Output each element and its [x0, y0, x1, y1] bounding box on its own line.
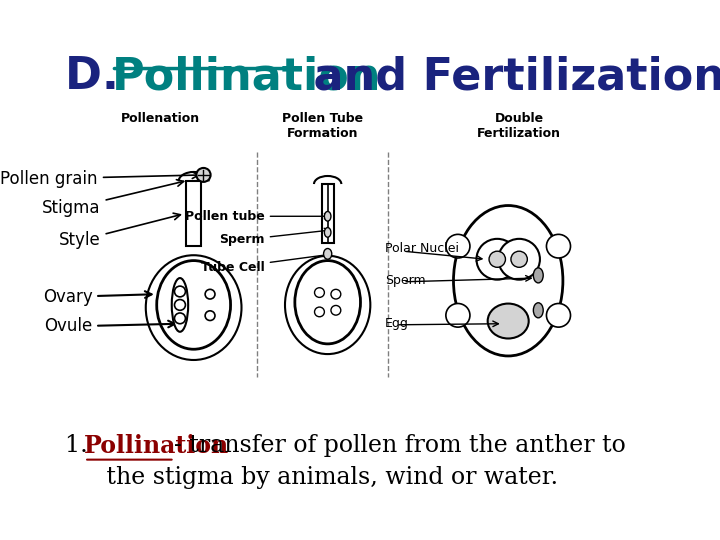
Text: 1.: 1.: [65, 434, 103, 457]
Text: Style: Style: [59, 213, 181, 249]
Text: the stigma by animals, wind or water.: the stigma by animals, wind or water.: [84, 466, 558, 489]
Text: and Fertilization: and Fertilization: [297, 55, 720, 98]
Circle shape: [174, 300, 186, 310]
Circle shape: [546, 234, 570, 258]
Circle shape: [331, 306, 341, 315]
Ellipse shape: [323, 248, 332, 259]
Ellipse shape: [534, 268, 543, 283]
Text: Double
Fertilization: Double Fertilization: [477, 112, 561, 139]
FancyBboxPatch shape: [186, 181, 202, 246]
Circle shape: [315, 307, 325, 317]
Ellipse shape: [145, 255, 241, 360]
Circle shape: [205, 311, 215, 321]
Text: Pollenation: Pollenation: [121, 112, 200, 125]
Circle shape: [174, 313, 186, 323]
Circle shape: [489, 251, 505, 267]
Text: D.: D.: [65, 55, 150, 98]
Text: Pollen tube: Pollen tube: [185, 210, 329, 223]
Ellipse shape: [295, 261, 361, 344]
Text: Egg: Egg: [385, 317, 409, 330]
Ellipse shape: [172, 278, 188, 332]
Circle shape: [446, 303, 470, 327]
Text: Stigma: Stigma: [42, 180, 184, 217]
Circle shape: [331, 289, 341, 299]
Circle shape: [446, 234, 470, 258]
Circle shape: [498, 239, 540, 280]
Text: Sperm: Sperm: [220, 228, 329, 246]
Text: Polar Nuclei: Polar Nuclei: [385, 242, 459, 255]
Circle shape: [174, 286, 186, 297]
Ellipse shape: [454, 206, 563, 356]
Text: Pollen grain: Pollen grain: [1, 170, 199, 188]
Ellipse shape: [325, 212, 331, 221]
Text: Pollination: Pollination: [112, 55, 381, 98]
Ellipse shape: [285, 256, 370, 354]
Circle shape: [315, 288, 325, 298]
Ellipse shape: [325, 227, 331, 237]
Text: Pollen Tube
Formation: Pollen Tube Formation: [282, 112, 363, 139]
Circle shape: [197, 168, 210, 182]
Text: Ovule: Ovule: [44, 318, 175, 335]
Text: Ovary: Ovary: [42, 288, 152, 306]
Text: - transfer of pollen from the anther to: - transfer of pollen from the anther to: [174, 434, 626, 457]
Circle shape: [477, 239, 518, 280]
Text: Sperm: Sperm: [385, 274, 426, 287]
Circle shape: [205, 289, 215, 299]
FancyBboxPatch shape: [322, 184, 333, 243]
Circle shape: [546, 303, 570, 327]
Circle shape: [511, 251, 527, 267]
Ellipse shape: [487, 303, 528, 339]
Text: Tube Cell: Tube Cell: [201, 253, 329, 274]
Ellipse shape: [534, 303, 543, 318]
Text: Pollination: Pollination: [84, 434, 230, 458]
Ellipse shape: [157, 261, 230, 349]
